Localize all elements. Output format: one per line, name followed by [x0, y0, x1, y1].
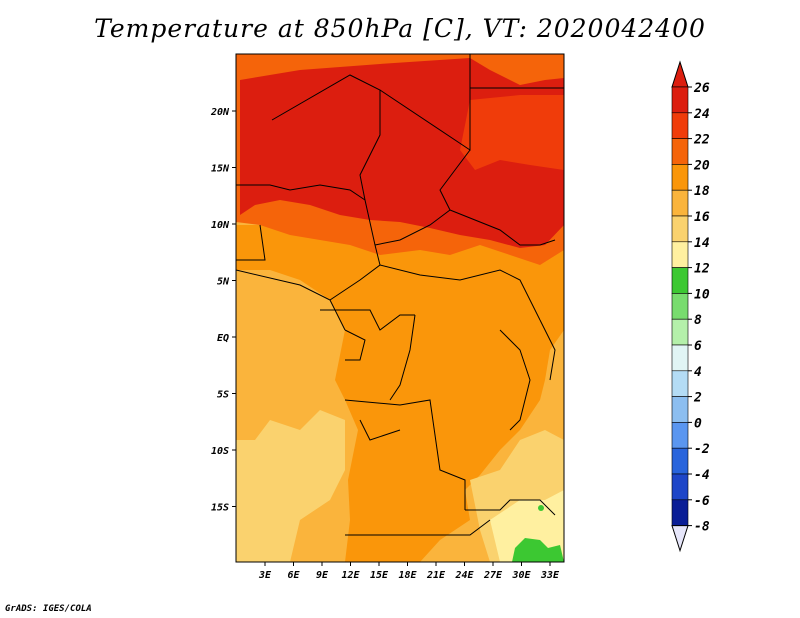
lon-label: 9E: [316, 570, 329, 581]
colorbar-label: 12: [694, 262, 710, 277]
colorbar-segment: [671, 370, 689, 397]
lon-label: 12E: [341, 570, 360, 581]
field-12-14-dot: [538, 505, 544, 511]
lon-label: 24E: [454, 570, 474, 581]
lon-label: 6E: [287, 570, 300, 581]
lat-label: EQ: [217, 333, 229, 344]
colorbar-label: 0: [694, 416, 702, 431]
temperature-field: [236, 54, 564, 562]
boundaries: [236, 54, 564, 562]
chart-title: Temperature at 850hPa [C], VT: 202004240…: [94, 14, 706, 43]
colorbar-label: 8: [694, 313, 702, 328]
map-frame: [235, 53, 565, 563]
lat-label: 10N: [211, 220, 230, 231]
colorbar-label: 26: [693, 81, 710, 96]
lon-label: 18E: [398, 570, 417, 581]
colorbar-segment: [671, 267, 689, 294]
colorbar-segment: [671, 344, 689, 372]
colorbar-segment: [671, 86, 689, 114]
lat-label: 10S: [211, 446, 229, 457]
colorbar-segment: [671, 293, 689, 320]
lon-label: 33E: [540, 570, 560, 581]
colorbar-label: -8: [694, 520, 710, 535]
colorbar-segment: [671, 422, 689, 449]
colorbar-segment: [671, 138, 689, 165]
colorbar-segment: [671, 241, 689, 268]
colorbar-label: 10: [694, 287, 710, 302]
colorbar-label: 14: [694, 236, 710, 251]
lat-label: 5N: [217, 277, 230, 288]
colorbar-label: 16: [694, 210, 710, 225]
colorbar-label: -4: [694, 468, 710, 483]
colorbar-label: 6: [694, 339, 702, 354]
colorbar-segment: [671, 112, 689, 139]
lat-label: 15N: [211, 164, 230, 175]
colorbar-label: 2: [693, 391, 702, 406]
colorbar-label: -2: [694, 442, 710, 457]
field-14-16-southeast: [490, 490, 564, 562]
lat-label: 20N: [210, 107, 230, 118]
colorbar-segment: [671, 318, 689, 346]
colorbar-label: 20: [693, 158, 710, 173]
colorbar-label: 18: [694, 184, 710, 199]
colorbar-segment: [671, 499, 689, 526]
field-22-24-east-inset: [460, 95, 564, 170]
colorbar-segment: [671, 396, 689, 423]
axis-ticks: [232, 110, 551, 566]
field-16-18-west: [236, 410, 345, 562]
lat-label: 15S: [211, 503, 229, 514]
lat-label: 5S: [217, 390, 229, 401]
colorbar-segment: [671, 164, 689, 191]
lon-label: 21E: [426, 570, 446, 581]
lon-label: 27E: [483, 570, 503, 581]
colorbar-label: 22: [693, 133, 710, 148]
lon-label: 3E: [258, 570, 272, 581]
field-12-14-spot: [512, 538, 564, 562]
axis-labels: 20N 15N 10N 5N EQ 5S 10S 15S 3E 6E 9E 12E 15E 18E 21E 2…: [210, 107, 560, 581]
colorbar-segment: [671, 447, 689, 475]
colorbar-label: 4: [694, 365, 702, 380]
lon-label: 15E: [370, 570, 389, 581]
colorbar-label: 24: [693, 107, 710, 122]
colorbar-segment: [671, 215, 689, 243]
footer-credit: GrADS: IGES/COLA: [5, 604, 92, 614]
colorbar-over-arrow: [671, 60, 689, 88]
colorbar-segment: [671, 473, 689, 501]
lon-label: 30E: [511, 570, 531, 581]
colorbar-segment: [671, 189, 689, 217]
field-20-22: [236, 225, 564, 562]
colorbar-label: -6: [694, 494, 710, 509]
colorbar-under-arrow: [671, 525, 689, 553]
